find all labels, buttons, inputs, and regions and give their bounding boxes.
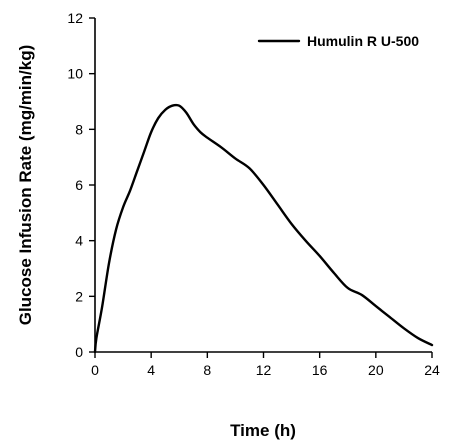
y-tick-label: 0 <box>75 344 83 360</box>
y-tick-label: 2 <box>75 288 83 304</box>
x-tick-label: 12 <box>256 362 272 378</box>
legend-label-humulin: Humulin R U-500 <box>307 33 419 49</box>
legend: Humulin R U-500 <box>257 33 419 49</box>
plot-area <box>93 103 434 354</box>
x-tick-label: 0 <box>91 362 99 378</box>
x-axis-title: Time (h) <box>230 421 296 440</box>
y-axis-title: Glucose Infusion Rate (mg/min/kg) <box>16 45 35 326</box>
x-tick-label: 24 <box>424 362 440 378</box>
x-tick-label: 16 <box>312 362 328 378</box>
x-tick-label: 8 <box>203 362 211 378</box>
y-tick-label: 12 <box>67 10 83 26</box>
y-tick-label: 8 <box>75 121 83 137</box>
series-line-humulin <box>93 103 434 354</box>
y-tick-label: 4 <box>75 233 83 249</box>
x-tick-label: 4 <box>147 362 155 378</box>
y-tick-label: 10 <box>67 66 83 82</box>
x-tick-label: 20 <box>368 362 384 378</box>
y-tick-label: 6 <box>75 177 83 193</box>
